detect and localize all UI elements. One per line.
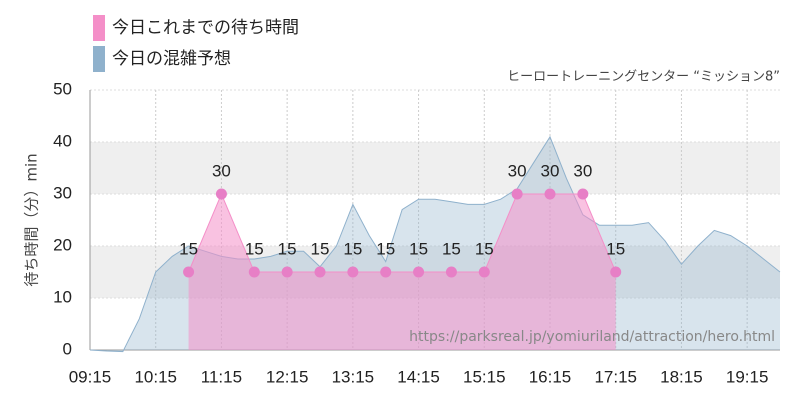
subtitle: ヒーロートレーニングセンター “ミッション8” <box>507 70 780 85</box>
legend-label: 今日の混雑予想 <box>112 49 231 69</box>
data-label: 15 <box>179 239 198 258</box>
point <box>577 188 589 200</box>
legend-swatch <box>93 15 105 41</box>
data-label: 30 <box>573 161 592 180</box>
data-label: 15 <box>343 239 362 258</box>
point <box>281 266 293 278</box>
data-label: 15 <box>409 239 428 258</box>
data-label: 15 <box>245 239 264 258</box>
point <box>314 266 326 278</box>
y-tick-label: 0 <box>63 339 72 358</box>
x-tick-label: 17:15 <box>594 367 637 386</box>
data-label: 30 <box>508 161 527 180</box>
data-label: 15 <box>311 239 330 258</box>
x-tick-label: 18:15 <box>660 367 703 386</box>
legend-swatch <box>93 46 105 72</box>
y-axis-label: 待ち時間（分）min <box>23 153 41 286</box>
x-tick-label: 16:15 <box>529 367 572 386</box>
x-tick-label: 15:15 <box>463 367 506 386</box>
x-tick-label: 09:15 <box>69 367 112 386</box>
point <box>248 266 260 278</box>
data-label: 30 <box>541 161 560 180</box>
point <box>413 266 425 278</box>
data-label: 30 <box>212 161 231 180</box>
point <box>183 266 195 278</box>
x-tick-label: 14:15 <box>397 367 440 386</box>
data-label: 15 <box>475 239 494 258</box>
point <box>610 266 622 278</box>
x-tick-label: 10:15 <box>134 367 177 386</box>
point <box>380 266 392 278</box>
x-tick-label: 12:15 <box>266 367 309 386</box>
x-tick-label: 13:15 <box>332 367 375 386</box>
point <box>215 188 227 200</box>
y-tick-label: 40 <box>53 131 72 150</box>
legend-label: 今日これまでの待ち時間 <box>112 18 299 38</box>
y-tick-label: 50 <box>53 79 72 98</box>
data-label: 15 <box>442 239 461 258</box>
y-tick-label: 20 <box>53 235 72 254</box>
point <box>511 188 523 200</box>
watermark: https://parksreal.jp/yomiuriland/attract… <box>409 329 775 345</box>
point <box>478 266 490 278</box>
x-tick-label: 19:15 <box>726 367 769 386</box>
data-label: 15 <box>278 239 297 258</box>
data-label: 15 <box>376 239 395 258</box>
grid-band <box>90 142 780 194</box>
y-tick-label: 30 <box>53 183 72 202</box>
point <box>544 188 556 200</box>
data-label: 15 <box>606 239 625 258</box>
point <box>445 266 457 278</box>
y-tick-label: 10 <box>53 287 72 306</box>
x-tick-label: 11:15 <box>201 367 242 386</box>
point <box>347 266 359 278</box>
